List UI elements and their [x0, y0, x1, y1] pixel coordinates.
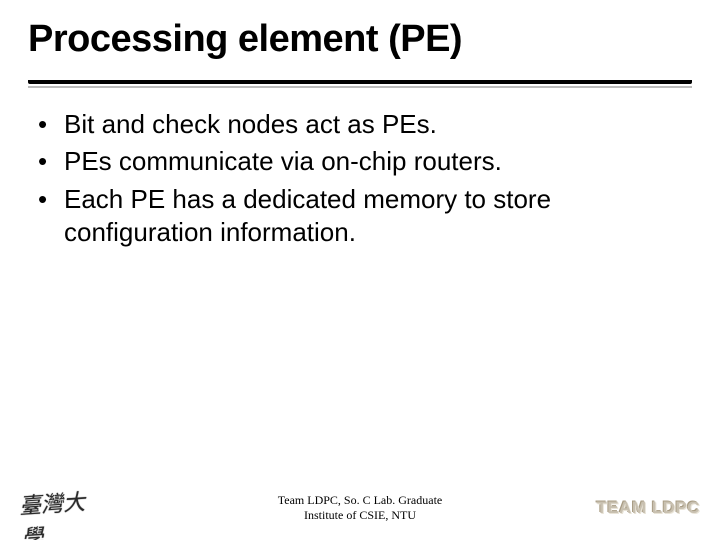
bullet-list: Bit and check nodes act as PEs. PEs comm… [38, 108, 682, 249]
footer-line1: Team LDPC, So. C Lab. Graduate [278, 493, 442, 507]
bullet-item: Each PE has a dedicated memory to store … [38, 183, 682, 250]
bullet-item: Bit and check nodes act as PEs. [38, 108, 682, 141]
university-logo-text: 臺灣大學 [18, 483, 102, 540]
university-logo: 臺灣大學 [20, 486, 100, 522]
slide-body: Bit and check nodes act as PEs. PEs comm… [38, 108, 682, 253]
footer-caption: Team LDPC, So. C Lab. Graduate Institute… [278, 493, 442, 522]
bullet-item: PEs communicate via on-chip routers. [38, 145, 682, 178]
title-underline [28, 78, 692, 84]
slide-title: Processing element (PE) [28, 18, 692, 61]
footer-line2: Institute of CSIE, NTU [278, 508, 442, 522]
footer: 臺灣大學 Team LDPC, So. C Lab. Graduate Inst… [0, 478, 720, 528]
title-wrap: Processing element (PE) [28, 18, 692, 61]
team-logo: TEAM LDPC [596, 498, 700, 518]
slide: Processing element (PE) Bit and check no… [0, 0, 720, 540]
